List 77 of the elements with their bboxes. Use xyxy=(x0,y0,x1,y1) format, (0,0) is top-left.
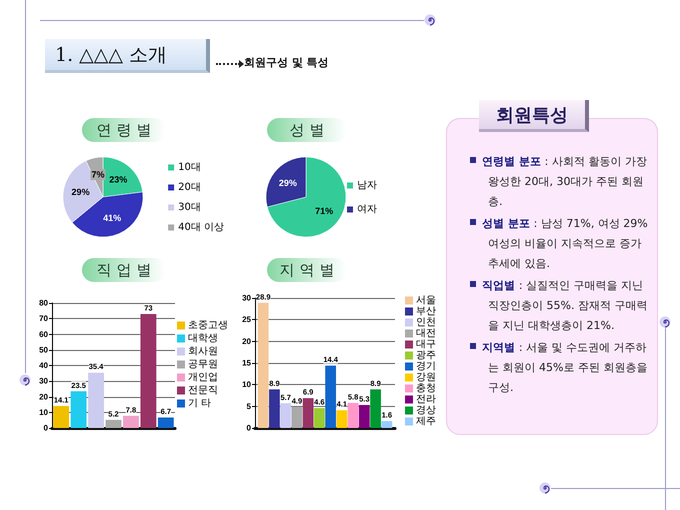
bar xyxy=(336,410,348,428)
y-tick-label: 10 xyxy=(39,408,49,417)
legend-label: 서울 xyxy=(416,295,436,306)
y-tick-label: 0 xyxy=(246,424,252,432)
bar xyxy=(70,391,87,428)
bar xyxy=(269,389,280,428)
y-tick-label: 70 xyxy=(39,314,49,324)
legend-label: 회사원 xyxy=(188,346,218,357)
bar xyxy=(302,398,314,428)
bar xyxy=(258,302,269,428)
legend-label: 기 타 xyxy=(188,398,212,409)
chart-title: 지 역 별 xyxy=(267,258,347,282)
text: 회원특성 xyxy=(479,100,589,132)
legend-label: 10대 xyxy=(178,162,201,173)
legend-label: 전문직 xyxy=(188,385,218,396)
bar xyxy=(106,420,122,428)
legend-label: 여자 xyxy=(357,204,377,215)
legend-label: 30대 xyxy=(178,202,201,213)
legend-label: 인천 xyxy=(416,317,436,328)
data-label: 71% xyxy=(315,206,334,216)
text: 직업별 : 실질적인 구매력을 지닌 직장인층이 55%. 잠재적 구매력을 지닌 대학생층이 21%. xyxy=(481,278,648,334)
legend-label: 초중고생 xyxy=(188,320,228,331)
bar xyxy=(123,416,139,428)
legend-label: 충청 xyxy=(416,383,436,394)
data-label: 29% xyxy=(278,178,297,188)
legend-label: 대구 xyxy=(416,339,436,350)
chart-title: 성 별 xyxy=(267,118,347,142)
y-tick-label: 50 xyxy=(39,345,49,354)
data-label: 7% xyxy=(91,170,104,180)
legend-label: 남자 xyxy=(357,180,377,191)
chart-title: 연 령 별 xyxy=(82,118,166,142)
y-tick-label: 20 xyxy=(242,336,252,346)
y-tick-label: 30 xyxy=(39,376,49,386)
legend-label: 대학생 xyxy=(188,333,218,344)
legend-label: 경기 xyxy=(416,361,436,372)
text: 1. △△△ 소개 xyxy=(45,39,210,73)
legend-label: 강원 xyxy=(416,372,436,383)
text: 지역별 : 서울 및 수도권에 거주하는 회원이 45%로 주된 회원층을 구성. xyxy=(481,340,648,396)
text: 회원구성 및 특성 xyxy=(244,55,329,70)
legend-label: 광주 xyxy=(416,350,436,361)
bar xyxy=(280,403,292,428)
legend-label: 전라 xyxy=(416,394,436,405)
legend-label: 부산 xyxy=(416,306,436,317)
y-tick-label: 80 xyxy=(39,298,49,308)
bar xyxy=(325,366,336,428)
legend-label: 40대 이상 xyxy=(178,222,224,233)
bar xyxy=(370,389,381,428)
y-tick-label: 0 xyxy=(44,424,49,432)
legend-label: 20대 xyxy=(178,182,201,193)
bar xyxy=(348,402,358,428)
y-tick-label: 10 xyxy=(242,380,252,390)
y-tick-label: 20 xyxy=(39,392,49,402)
bar xyxy=(88,372,104,428)
y-tick-label: 60 xyxy=(39,330,49,339)
chart-title: 직 업 별 xyxy=(82,258,166,282)
legend-label: 개인업 xyxy=(188,372,218,383)
bar xyxy=(140,314,156,428)
y-tick-label: 5 xyxy=(246,402,252,411)
y-tick-label: 25 xyxy=(242,315,252,324)
data-label: 41% xyxy=(103,213,122,224)
bar xyxy=(53,406,70,428)
legend-label: 경상 xyxy=(416,405,436,416)
y-tick-label: 40 xyxy=(39,361,49,370)
bar xyxy=(158,418,174,428)
legend-label: 대전 xyxy=(416,328,436,339)
legend-label: 공무원 xyxy=(188,359,218,370)
bar xyxy=(358,405,370,428)
bar xyxy=(314,408,325,428)
bar xyxy=(292,406,302,428)
text: 연령별 분포 : 사회적 활동이 가장 왕성한 20대, 30대가 주된 회원층. xyxy=(481,154,648,210)
bar xyxy=(381,421,392,428)
data-label: 23% xyxy=(109,174,128,185)
text: 성별 분포 : 남성 71%, 여성 29% 여성의 비율이 지속적으로 증가 추세에 있음. xyxy=(481,216,649,272)
y-tick-label: 15 xyxy=(242,358,252,368)
data-label: 29% xyxy=(72,186,90,197)
y-tick-label: 30 xyxy=(242,294,252,302)
legend-label: 제주 xyxy=(416,416,436,427)
